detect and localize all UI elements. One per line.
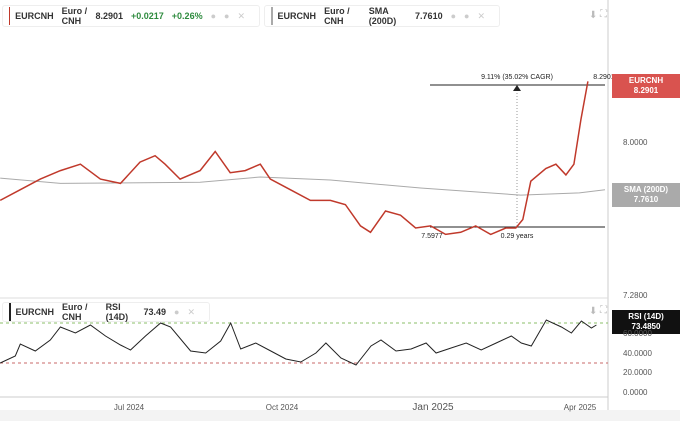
sma-tag-value: 7.7610 bbox=[633, 195, 659, 204]
legend-sma[interactable]: EURCNH Euro / CNH SMA (200D) 7.7610 ● ● ✕ bbox=[264, 5, 500, 27]
price-tag: EURCNH 8.2901 bbox=[612, 74, 680, 98]
fullscreen-icon[interactable]: ⛶ bbox=[600, 9, 607, 20]
rsi-line bbox=[0, 319, 597, 366]
price-line bbox=[0, 81, 589, 236]
settings-icon[interactable]: ● bbox=[450, 11, 457, 21]
rsi-tick: 40.0000 bbox=[623, 349, 652, 358]
legend-value: 7.7610 bbox=[415, 11, 443, 21]
measure-high-label: 8.2901 bbox=[593, 74, 615, 81]
bottom-bar bbox=[0, 410, 680, 421]
legend-price: 8.2901 bbox=[95, 11, 123, 21]
measure-duration-label: 0.29 years bbox=[501, 233, 534, 240]
price-tag-name: EURCNH bbox=[628, 76, 664, 85]
legend-indicator: RSI (14D) bbox=[105, 302, 129, 322]
fullscreen-icon[interactable]: ⛶ bbox=[600, 305, 607, 316]
download-icon[interactable]: ⬇ bbox=[589, 10, 598, 21]
legend-change-pct: +0.26% bbox=[171, 11, 203, 21]
measure-arrow-icon bbox=[513, 85, 521, 91]
legend-indicator: SMA (200D) bbox=[368, 6, 397, 26]
x-tick: Oct 2024 bbox=[265, 403, 299, 412]
series-color-marker bbox=[9, 7, 11, 25]
legend-symbol: EURCNH bbox=[277, 11, 317, 21]
rsi-tick: 60.0000 bbox=[623, 329, 652, 338]
settings-icon[interactable]: ● bbox=[174, 307, 180, 317]
sma-tag-name: SMA (200D) bbox=[623, 185, 669, 194]
x-tick: Jan 2025 bbox=[412, 402, 454, 413]
legend-name: Euro / CNH bbox=[324, 6, 350, 26]
rsi-tag-value: 73.4850 bbox=[631, 322, 661, 331]
sma-line bbox=[0, 176, 606, 196]
legend-name: Euro / CNH bbox=[61, 6, 88, 26]
close-icon[interactable]: ✕ bbox=[477, 10, 485, 21]
series-color-marker bbox=[9, 303, 11, 321]
legend-symbol: EURCNH bbox=[15, 307, 55, 317]
close-icon[interactable]: ✕ bbox=[237, 10, 245, 21]
close-icon[interactable]: ✕ bbox=[187, 306, 196, 317]
rsi-tag-name: RSI (14D) bbox=[628, 312, 664, 321]
price-tick: 7.2800 bbox=[623, 291, 648, 300]
price-tick: 8.0000 bbox=[623, 138, 648, 147]
x-tick: Jul 2024 bbox=[113, 403, 145, 412]
measure-low-label: 7.5977 bbox=[421, 233, 443, 240]
series-color-marker bbox=[271, 7, 273, 25]
legend-value: 73.49 bbox=[143, 307, 167, 317]
legend-change: +0.0217 bbox=[131, 11, 164, 21]
edit-icon[interactable]: ● bbox=[464, 11, 470, 21]
download-icon[interactable]: ⬇ bbox=[589, 306, 598, 317]
rsi-tick: 0.0000 bbox=[623, 388, 648, 397]
sma-tag: SMA (200D) 7.7610 bbox=[612, 183, 680, 207]
price-tag-value: 8.2901 bbox=[633, 86, 659, 95]
legend-rsi[interactable]: EURCNH Euro / CNH RSI (14D) 73.49 ● ✕ bbox=[2, 302, 210, 322]
rsi-tag: RSI (14D) 73.4850 bbox=[612, 310, 680, 334]
settings-icon[interactable]: ● bbox=[210, 11, 217, 21]
legend-name: Euro / CNH bbox=[62, 302, 88, 322]
legend-symbol: EURCNH bbox=[15, 11, 54, 21]
x-tick: Apr 2025 bbox=[563, 403, 597, 412]
measure-gain-label: 9.11% (35.02% CAGR) bbox=[481, 74, 553, 81]
rsi-tick: 20.0000 bbox=[623, 368, 652, 377]
edit-icon[interactable]: ● bbox=[224, 11, 230, 21]
legend-main[interactable]: EURCNH Euro / CNH 8.2901 +0.0217 +0.26% … bbox=[2, 5, 260, 27]
